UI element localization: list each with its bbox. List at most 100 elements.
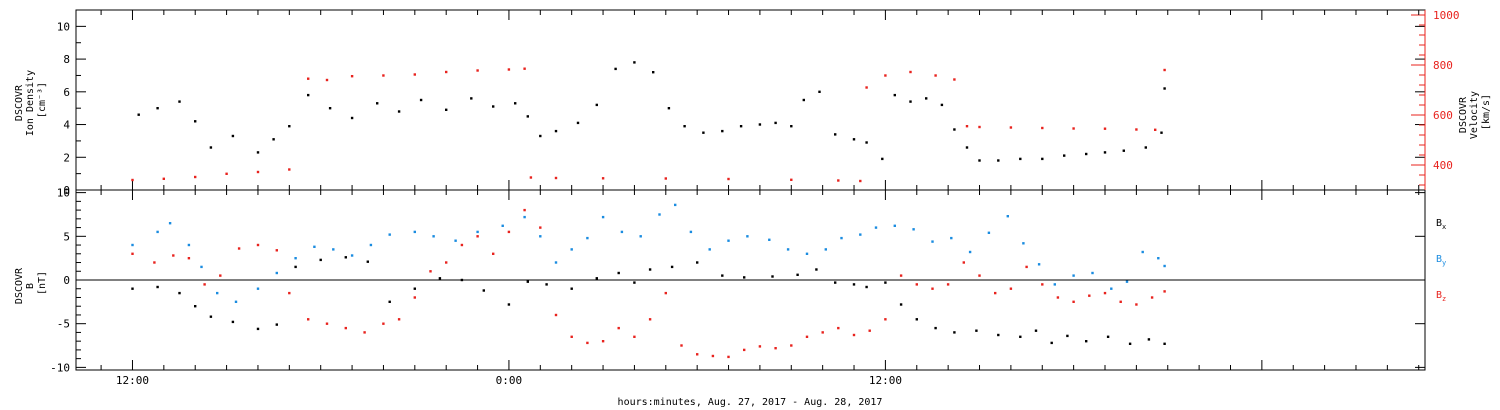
bz-point bbox=[790, 344, 793, 347]
density-tick-label: 10 bbox=[57, 20, 70, 33]
bx-point bbox=[975, 329, 978, 332]
by-point bbox=[1157, 257, 1160, 260]
by-point bbox=[454, 239, 457, 242]
velocity-point bbox=[307, 77, 310, 80]
density-point bbox=[702, 131, 705, 134]
density-point bbox=[790, 125, 793, 128]
velocity-point bbox=[523, 67, 526, 70]
bx-point bbox=[570, 287, 573, 290]
bz-point bbox=[727, 355, 730, 359]
density-point bbox=[376, 102, 379, 105]
density-point bbox=[209, 146, 213, 149]
by-point bbox=[413, 230, 416, 234]
density-point bbox=[1122, 149, 1125, 152]
bz-point bbox=[539, 226, 542, 229]
field-axis-title-line: B bbox=[25, 283, 36, 289]
by-point bbox=[708, 248, 711, 251]
plasma-right-axis-title-line: [km/s] bbox=[1481, 94, 1492, 130]
bz-point bbox=[601, 340, 605, 343]
by-point bbox=[275, 271, 278, 275]
bz-point bbox=[1088, 294, 1091, 297]
bx-point bbox=[482, 289, 485, 292]
bz-point bbox=[648, 318, 652, 321]
velocity-point bbox=[664, 177, 667, 180]
density-point bbox=[1041, 157, 1044, 161]
density-point bbox=[997, 159, 1000, 162]
density-point bbox=[256, 151, 260, 154]
velocity-point bbox=[288, 168, 291, 171]
velocity-point bbox=[194, 175, 197, 179]
bz-point bbox=[382, 322, 385, 325]
bx-point bbox=[670, 265, 674, 269]
velocity-point bbox=[445, 70, 448, 74]
bx-point bbox=[1066, 334, 1069, 338]
data-marks bbox=[131, 61, 1166, 359]
density-point bbox=[940, 103, 944, 107]
by-point bbox=[369, 243, 373, 247]
bx-point bbox=[771, 275, 774, 278]
by-point bbox=[674, 203, 677, 207]
density-point bbox=[156, 107, 159, 110]
bz-point bbox=[203, 283, 206, 286]
velocity-point bbox=[225, 172, 228, 175]
bz-point bbox=[1119, 300, 1122, 303]
bz-point bbox=[1135, 303, 1138, 306]
bx-point bbox=[256, 327, 260, 331]
density-point bbox=[554, 129, 558, 133]
by-point bbox=[131, 243, 134, 247]
bx-point bbox=[545, 283, 548, 286]
velocity-point bbox=[162, 177, 165, 180]
by-point bbox=[620, 230, 624, 234]
bx-point bbox=[934, 326, 937, 330]
bz-point bbox=[1009, 287, 1013, 290]
velocity-point bbox=[529, 176, 533, 179]
by-point bbox=[1022, 242, 1025, 245]
velocity-point bbox=[865, 86, 868, 89]
density-point bbox=[1103, 151, 1107, 154]
density-point bbox=[539, 134, 542, 138]
velocity-point bbox=[350, 75, 354, 78]
by-point bbox=[727, 239, 730, 242]
by-point bbox=[874, 226, 878, 229]
by-point bbox=[350, 254, 354, 257]
density-point bbox=[514, 102, 517, 105]
by-point bbox=[234, 300, 238, 303]
bx-point bbox=[884, 281, 887, 284]
by-point bbox=[432, 235, 435, 238]
density-tick-label: 2 bbox=[63, 151, 70, 164]
bx-point bbox=[1050, 341, 1053, 345]
plasma-left-axis-title: DSCOVR Ion Density [cm⁻³] bbox=[14, 64, 48, 136]
density-point bbox=[953, 128, 956, 131]
density-point bbox=[419, 98, 423, 102]
by-point bbox=[554, 261, 558, 264]
by-point bbox=[840, 236, 843, 240]
density-point bbox=[652, 71, 655, 74]
x-axis-title: hours:minutes, Aug. 27, 2017 - Aug. 28, … bbox=[618, 397, 883, 408]
by-point bbox=[586, 236, 589, 240]
bz-point bbox=[429, 270, 432, 273]
bz-point bbox=[554, 313, 558, 317]
bx-point bbox=[366, 260, 369, 263]
density-point bbox=[492, 105, 495, 108]
velocity-tick-label: 400 bbox=[1433, 159, 1453, 172]
bz-point bbox=[978, 274, 981, 277]
velocity-point bbox=[965, 125, 969, 128]
density-point bbox=[1085, 152, 1088, 156]
velocity-point bbox=[727, 177, 730, 181]
by-point bbox=[187, 243, 191, 247]
velocity-point bbox=[934, 74, 937, 77]
density-point bbox=[1019, 157, 1022, 161]
bz-point bbox=[774, 347, 777, 350]
bx-point bbox=[721, 274, 724, 277]
density-point bbox=[470, 97, 473, 100]
bx-point bbox=[344, 256, 347, 259]
bx-point bbox=[899, 303, 903, 306]
velocity-point bbox=[601, 177, 605, 180]
by-point bbox=[388, 233, 391, 236]
density-point bbox=[576, 121, 580, 125]
axis-ticks: 0 2 4 6 8 10 400 600 800 1000 -10 -5 0 5 10 12:00 0:00 12… bbox=[50, 9, 1459, 387]
field-tick-label: -10 bbox=[50, 361, 70, 374]
bx-point bbox=[231, 320, 235, 324]
density-point bbox=[881, 157, 884, 161]
bx-point bbox=[319, 258, 322, 262]
